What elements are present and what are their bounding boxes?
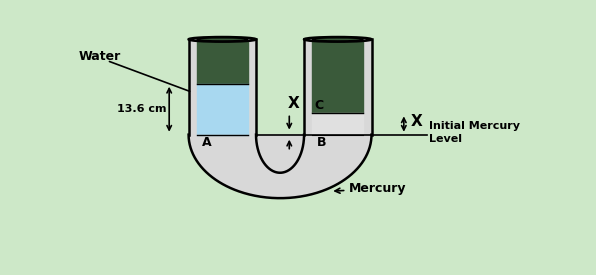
- Ellipse shape: [304, 37, 371, 42]
- Text: Initial Mercury
Level: Initial Mercury Level: [429, 121, 520, 144]
- Text: C: C: [315, 99, 324, 112]
- Text: X: X: [411, 114, 423, 130]
- Text: A: A: [201, 136, 211, 149]
- Text: Mercury: Mercury: [335, 182, 407, 195]
- Ellipse shape: [312, 38, 363, 41]
- Text: Water: Water: [79, 50, 122, 63]
- Text: X: X: [288, 96, 300, 111]
- Text: B: B: [317, 136, 327, 149]
- Ellipse shape: [188, 37, 256, 42]
- Ellipse shape: [197, 38, 248, 41]
- Polygon shape: [248, 135, 312, 173]
- Text: 13.6 cm: 13.6 cm: [117, 104, 167, 114]
- Polygon shape: [188, 39, 371, 198]
